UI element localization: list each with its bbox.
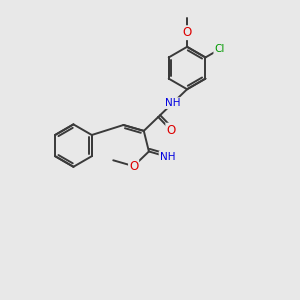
Text: O: O — [182, 26, 192, 39]
Text: NH: NH — [165, 98, 180, 108]
Text: Cl: Cl — [214, 44, 225, 54]
Text: O: O — [166, 124, 176, 137]
Text: NH: NH — [160, 152, 175, 162]
Text: O: O — [129, 160, 138, 173]
